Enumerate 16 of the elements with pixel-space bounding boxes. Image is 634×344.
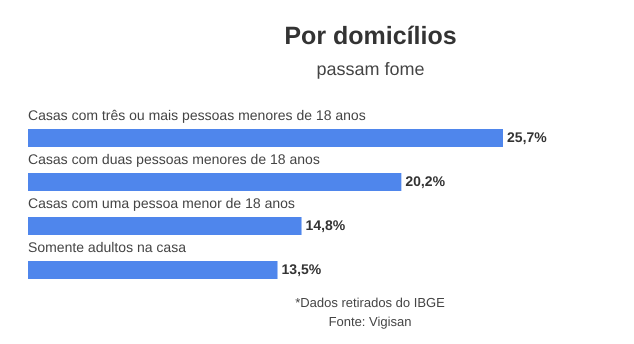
bar bbox=[28, 173, 402, 191]
y-tick-label: Casas com duas pessoas menores de 18 anos bbox=[28, 151, 320, 167]
data-label: 13,5% bbox=[282, 261, 322, 277]
chart-subtitle: passam fome bbox=[316, 59, 425, 79]
bar bbox=[28, 129, 503, 147]
y-tick-label: Somente adultos na casa bbox=[28, 239, 186, 255]
data-label: 20,2% bbox=[405, 173, 446, 189]
bar bbox=[28, 261, 278, 279]
data-label: 14,8% bbox=[306, 217, 346, 233]
y-tick-label: Casas com uma pessoa menor de 18 anos bbox=[28, 195, 295, 211]
text: *Dados retirados do IBGE bbox=[295, 295, 446, 310]
y-tick-label: Casas com três ou mais pessoas menores de 18 anos bbox=[28, 107, 366, 123]
source-note: Fonte: Vigisan bbox=[328, 314, 412, 329]
data-label: 25,7% bbox=[507, 129, 548, 145]
chart-title: Por domicílios bbox=[284, 22, 457, 50]
bar bbox=[28, 217, 302, 235]
